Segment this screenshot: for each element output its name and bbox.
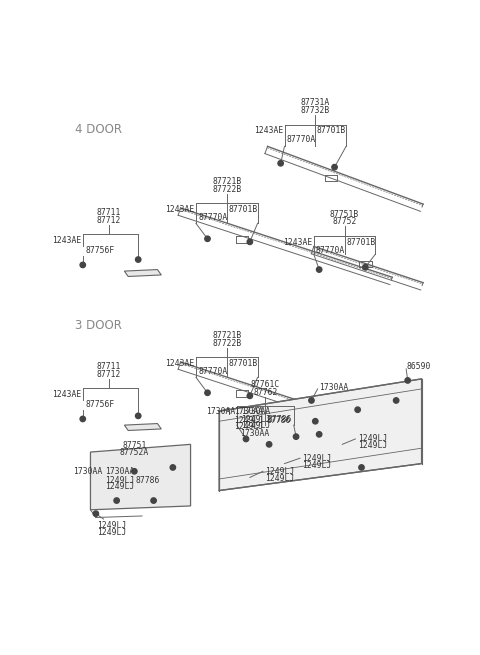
Text: 1249LJ: 1249LJ [96, 521, 126, 531]
Text: 1249LJ: 1249LJ [358, 441, 387, 449]
Text: 87770A: 87770A [287, 135, 316, 144]
Text: 87770A: 87770A [198, 214, 228, 222]
Circle shape [312, 419, 318, 424]
Text: 1249LJ: 1249LJ [96, 527, 126, 536]
Text: 87701B: 87701B [317, 126, 346, 136]
Text: 4 DOOR: 4 DOOR [75, 123, 122, 136]
Text: 87721B: 87721B [212, 331, 241, 340]
Text: 1730AA: 1730AA [240, 407, 270, 417]
Text: 87786: 87786 [267, 415, 292, 424]
Text: 1243AE: 1243AE [52, 236, 81, 245]
Text: 1243AE: 1243AE [165, 359, 194, 368]
Text: 87761C: 87761C [251, 381, 280, 390]
Circle shape [170, 465, 176, 470]
Text: 87701B: 87701B [228, 205, 258, 214]
Text: 86590: 86590 [406, 362, 431, 371]
Circle shape [205, 236, 210, 242]
Text: 1730AA: 1730AA [240, 429, 269, 438]
Circle shape [243, 436, 249, 441]
Text: 87701B: 87701B [228, 359, 258, 368]
Text: 1243AE: 1243AE [165, 205, 194, 214]
Circle shape [247, 239, 252, 244]
Circle shape [205, 390, 210, 396]
Text: 1249LJ: 1249LJ [265, 468, 295, 476]
Text: 87756F: 87756F [86, 246, 115, 255]
Text: 1249LJ: 1249LJ [240, 415, 270, 424]
Text: 1730AA: 1730AA [234, 407, 264, 417]
Text: 1243AE: 1243AE [52, 390, 81, 399]
Text: 1243AE: 1243AE [254, 126, 283, 136]
Text: 87770A: 87770A [315, 246, 345, 255]
Text: 87756F: 87756F [86, 400, 115, 409]
Circle shape [316, 432, 322, 437]
Circle shape [93, 511, 98, 516]
Circle shape [405, 378, 410, 383]
Text: 1730AA: 1730AA [319, 383, 348, 392]
Text: 87752: 87752 [332, 217, 357, 226]
Text: 1249LJ: 1249LJ [302, 460, 332, 470]
Text: 87731A: 87731A [300, 98, 330, 107]
Text: 1249LJ: 1249LJ [240, 421, 270, 430]
Text: 87701B: 87701B [346, 238, 375, 247]
Text: 1249LJ: 1249LJ [105, 482, 134, 491]
Text: 87786: 87786 [136, 476, 160, 485]
Text: 87770A: 87770A [198, 367, 228, 377]
Circle shape [394, 398, 399, 403]
Text: 87721B: 87721B [212, 177, 241, 186]
Text: 87751: 87751 [122, 441, 146, 449]
Text: 87751B: 87751B [330, 210, 359, 219]
Circle shape [151, 498, 156, 503]
Text: 87762: 87762 [253, 388, 277, 397]
Text: 87722B: 87722B [212, 339, 241, 348]
Text: 1730AA: 1730AA [73, 468, 102, 476]
Text: 87712: 87712 [97, 215, 121, 225]
Text: 1730AA: 1730AA [206, 407, 235, 417]
Circle shape [278, 160, 283, 166]
Circle shape [359, 465, 364, 470]
Text: 1249LJ: 1249LJ [302, 455, 332, 463]
Text: 1243AE: 1243AE [283, 238, 312, 247]
Circle shape [266, 441, 272, 447]
Polygon shape [124, 270, 161, 276]
Text: 87722B: 87722B [212, 185, 241, 194]
Text: 87711: 87711 [97, 362, 121, 371]
Text: 87752A: 87752A [120, 448, 149, 457]
Circle shape [114, 498, 120, 503]
Text: 87732B: 87732B [300, 105, 330, 115]
Text: 1249LJ: 1249LJ [358, 434, 387, 443]
Text: 87711: 87711 [97, 208, 121, 217]
Text: 3 DOOR: 3 DOOR [75, 319, 122, 332]
Circle shape [135, 257, 141, 262]
Circle shape [316, 267, 322, 272]
Circle shape [355, 407, 360, 413]
Text: 1249LJ: 1249LJ [234, 416, 264, 425]
Circle shape [293, 434, 299, 440]
Text: 1249LJ: 1249LJ [105, 476, 134, 485]
Circle shape [135, 413, 141, 419]
Text: 87712: 87712 [97, 369, 121, 379]
Circle shape [80, 262, 85, 268]
Circle shape [132, 468, 137, 474]
Text: 1730AA: 1730AA [105, 468, 134, 476]
Circle shape [80, 416, 85, 422]
Circle shape [332, 164, 337, 170]
Text: 1249LJ: 1249LJ [265, 474, 295, 483]
Polygon shape [124, 424, 161, 430]
Text: 87786: 87786 [267, 416, 291, 425]
Circle shape [247, 393, 252, 398]
Polygon shape [90, 444, 191, 510]
Polygon shape [219, 379, 421, 491]
Circle shape [309, 398, 314, 403]
Circle shape [363, 265, 368, 270]
Text: 1249LJ: 1249LJ [234, 422, 264, 431]
